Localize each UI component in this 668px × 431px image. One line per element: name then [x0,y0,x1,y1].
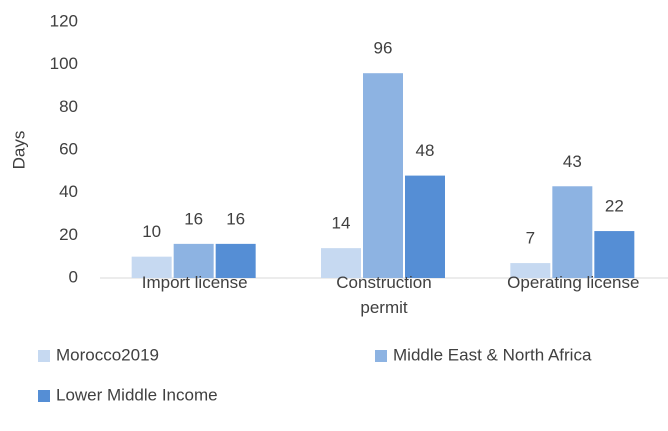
x-tick-label: Import license [141,273,248,292]
x-tick-label: Operating license [507,273,640,292]
legend-label: Morocco2019 [56,345,159,364]
y-tick-label: 100 [50,54,78,73]
data-label: 14 [332,214,351,233]
y-tick-label: 80 [59,97,78,116]
legend-swatch [375,350,387,362]
y-axis-label: Days [9,131,28,170]
bar [510,263,551,278]
data-label: 43 [563,152,582,171]
bar [405,175,445,278]
data-label: 96 [374,39,393,58]
bar [215,243,256,278]
y-tick-label: 60 [59,139,78,158]
legend-swatch [38,350,50,362]
data-label: 48 [416,141,435,160]
legend-swatch [38,390,50,402]
bar [363,73,403,278]
y-tick-label: 40 [59,182,78,201]
data-label: 16 [184,209,203,228]
bar [173,243,214,278]
bar [552,186,593,278]
data-label: 16 [226,209,245,228]
data-label: 22 [605,197,624,216]
y-tick-label: 120 [50,11,78,30]
legend-label: Middle East & North Africa [393,345,592,364]
data-label: 7 [526,229,535,248]
bar [131,256,172,278]
bar [321,248,361,278]
data-label: 10 [142,222,161,241]
x-tick-label: Construction permit [336,273,432,317]
legend-label: Lower Middle Income [56,385,218,404]
y-tick-label: 20 [59,225,78,244]
bar [594,231,635,278]
y-tick-label: 0 [69,267,78,286]
